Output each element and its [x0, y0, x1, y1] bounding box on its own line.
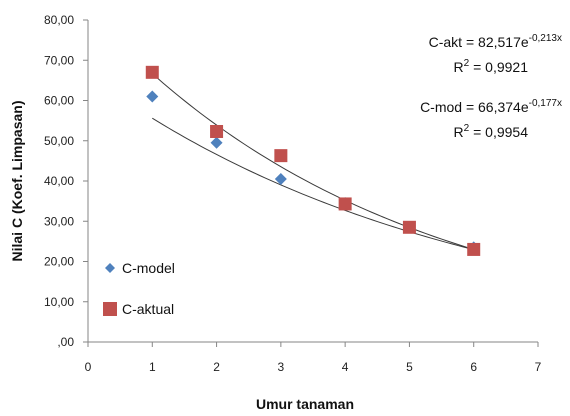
legend-marker-c-aktual	[103, 302, 117, 316]
y-axis-title: Nilai C (Koef. Limpasan)	[9, 100, 25, 261]
legend-label-c-model: C-model	[122, 260, 175, 276]
trend-equation-akt: C-akt = 82,517e-0,213x	[429, 33, 562, 50]
trend-r2-akt: R2 = 0,9921	[454, 58, 529, 75]
point-c-aktual	[210, 124, 224, 138]
trend-r2-mod: R2 = 0,9954	[454, 123, 529, 140]
x-tick-label: 2	[213, 360, 220, 374]
y-tick-label: 20,00	[44, 255, 74, 269]
point-c-aktual	[145, 65, 159, 79]
x-tick-label: 3	[278, 360, 285, 374]
x-tick-label: 1	[149, 360, 156, 374]
point-c-model	[146, 90, 159, 103]
y-tick-label: 50,00	[44, 134, 74, 148]
y-tick-label: 40,00	[44, 174, 74, 188]
legend-marker-c-model	[105, 263, 115, 273]
y-tick-label: 80,00	[44, 13, 74, 27]
trendline-c-aktual	[151, 73, 474, 250]
point-c-aktual	[467, 242, 481, 256]
trendline-c-model	[152, 117, 474, 251]
y-tick-label: 60,00	[44, 94, 74, 108]
y-tick-label: 70,00	[44, 53, 74, 67]
x-tick-label: 7	[535, 360, 542, 374]
trend-equation-mod: C-mod = 66,374e-0,177x	[420, 98, 562, 115]
x-tick-label: 0	[85, 360, 92, 374]
point-c-aktual	[338, 197, 352, 211]
y-tick-label: 30,00	[44, 214, 74, 228]
x-tick-label: 6	[470, 360, 477, 374]
y-tick-label: 10,00	[44, 295, 74, 309]
x-tick-label: 4	[342, 360, 349, 374]
point-c-aktual	[402, 220, 416, 234]
point-c-model	[210, 136, 223, 149]
point-c-aktual	[274, 149, 288, 163]
point-c-model	[274, 172, 287, 185]
x-axis-title: Umur tanaman	[256, 396, 354, 412]
x-tick-label: 5	[406, 360, 413, 374]
legend-label-c-aktual: C-aktual	[122, 301, 174, 317]
y-tick-label: ,00	[57, 335, 74, 349]
